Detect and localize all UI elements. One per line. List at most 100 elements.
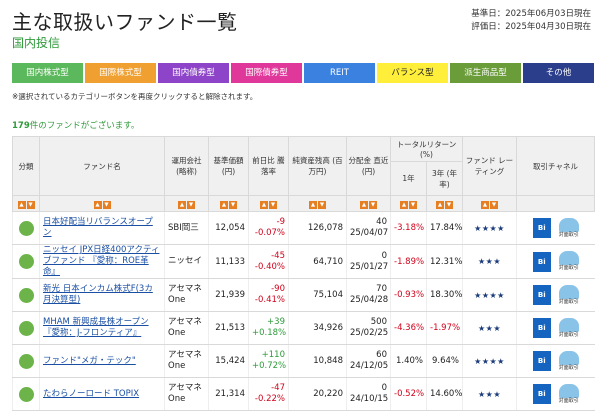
blue-trade-icon[interactable]: Bi (532, 218, 551, 238)
distribution-value: 40 (376, 217, 387, 227)
fund-name-link[interactable]: 日本好配当リバランスオープン (43, 217, 153, 238)
section-title: 国内投信 (12, 36, 61, 50)
person-icon (558, 217, 579, 232)
date-info: 基準日：2025年06月03日現在 評価日：2025年04月30日現在 (471, 8, 591, 34)
table-row: ファンド"メガ・テック" アセマネOne 15,424 +110 +0.72% … (12, 344, 595, 378)
assets-cell: 75,104 (288, 278, 347, 312)
sort-desc-button[interactable]: ▼ (269, 200, 277, 209)
blue-trade-icon[interactable]: Bi (532, 318, 551, 338)
sort-desc-button[interactable]: ▼ (445, 200, 453, 209)
channel-cell: Bi 対面取引 (516, 278, 595, 312)
sort-desc-button[interactable]: ▼ (318, 200, 326, 209)
category-button-domestic-bond[interactable]: 国内債券型 (158, 63, 229, 83)
table-row: たわらノーロード TOPIX アセマネOne 21,314 -47 -0.22%… (12, 377, 595, 411)
header-rating: ファンド レーティング (462, 136, 517, 196)
nav-cell: 21,314 (208, 377, 249, 411)
return-1y-cell: -4.36% (390, 311, 427, 345)
fund-name-link[interactable]: ファンド"メガ・テック" (43, 355, 136, 366)
category-cell (12, 311, 40, 345)
category-button-reit[interactable]: REIT (304, 63, 375, 83)
sort-desc-button[interactable]: ▼ (187, 200, 195, 209)
category-button-domestic-stock[interactable]: 国内株式型 (12, 63, 83, 83)
page-title: 主な取扱いファンド一覧 (12, 10, 238, 34)
sort-asc-button[interactable]: ▲ (436, 200, 444, 209)
rating-stars: ★★★ (462, 244, 517, 279)
channel-cell: Bi 対面取引 (516, 311, 595, 345)
person-icon (558, 284, 579, 299)
change-percent: -0.22% (254, 394, 285, 404)
domestic-stock-indicator-icon (18, 320, 34, 336)
sort-asc-button[interactable]: ▲ (400, 200, 408, 209)
sort-desc-button[interactable]: ▼ (26, 200, 35, 209)
header-channel: 取引チャネル (516, 136, 595, 196)
blue-trade-icon[interactable]: Bi (532, 351, 551, 371)
distribution-value: 0 (381, 383, 387, 393)
table-row: 日本好配当リバランスオープン SBI岡三 12,054 -9 -0.07% 12… (12, 211, 595, 245)
assets-cell: 10,848 (288, 344, 347, 378)
sort-cell: ▲ ▼ (12, 195, 40, 212)
sort-asc-button[interactable]: ▲ (309, 200, 317, 209)
header-fund-name: ファンド名 (39, 136, 165, 196)
rating-stars: ★★★ (462, 311, 517, 345)
sort-asc-button[interactable]: ▲ (220, 200, 228, 209)
sort-cell: ▲ ▼ (462, 195, 517, 212)
fund-count-number: 179 (12, 121, 30, 131)
category-cell (12, 344, 40, 378)
base-date: 基準日：2025年06月03日現在 (471, 9, 591, 19)
category-button-intl-bond[interactable]: 国際債券型 (231, 63, 302, 83)
sort-asc-button[interactable]: ▲ (93, 200, 102, 209)
sort-cell: ▲ ▼ (164, 195, 209, 212)
distribution-value: 500 (370, 317, 387, 327)
category-button-derivative[interactable]: 派生商品型 (450, 63, 521, 83)
distribution-date: 24/12/05 (350, 361, 389, 371)
fund-name-link[interactable]: ニッセイ JPX日経400アクティブファンド 『愛称：ROE革命』 (43, 245, 160, 277)
sort-desc-button[interactable]: ▼ (409, 200, 417, 209)
fund-count-suffix: 件のファンドがございます。 (29, 121, 140, 131)
sort-asc-button[interactable]: ▲ (260, 200, 268, 209)
sort-desc-button[interactable]: ▼ (369, 200, 377, 209)
face-to-face-label: 対面取引 (558, 298, 579, 305)
blue-trade-icon[interactable]: Bi (532, 384, 551, 404)
header-category: 分類 (12, 136, 40, 196)
fund-name-link[interactable]: 新光 日本インカム株式F(3カ月決算型) (43, 284, 153, 305)
fund-name-cell: ニッセイ JPX日経400アクティブファンド 『愛称：ROE革命』 (39, 244, 165, 279)
table-header-row: 分類 ファンド名 運用会社 (略称) 基準価額 (円) 前日比 騰落率 純資産残… (12, 136, 595, 196)
change-cell: -90 -0.41% (248, 278, 289, 312)
sort-asc-button[interactable]: ▲ (178, 200, 186, 209)
category-button-balance[interactable]: バランス型 (377, 63, 448, 83)
company-cell: アセマネOne (164, 311, 209, 345)
sort-asc-button[interactable]: ▲ (360, 200, 368, 209)
category-button-other[interactable]: その他 (523, 63, 594, 83)
fund-name-link[interactable]: たわらノーロード TOPIX (43, 388, 140, 399)
distribution-cell: 40 25/04/07 (346, 211, 391, 245)
face-to-face-label: 対面取引 (558, 265, 579, 271)
category-button-intl-stock[interactable]: 国際株式型 (85, 63, 156, 83)
header-change: 前日比 騰落率 (248, 136, 289, 196)
return-3y-cell: -1.97% (426, 311, 463, 345)
header-3-year: 3年 (年率) (426, 161, 463, 196)
sort-asc-button[interactable]: ▲ (481, 200, 489, 209)
blue-trade-label: Bi (537, 291, 546, 299)
header-nav: 基準価額 (円) (208, 136, 249, 196)
face-to-face-icon: 対面取引 (558, 350, 579, 372)
sort-desc-button[interactable]: ▼ (229, 200, 237, 209)
sort-desc-button[interactable]: ▼ (490, 200, 498, 209)
distribution-value: 60 (376, 350, 387, 360)
change-cell: +110 +0.72% (248, 344, 289, 378)
return-1y-cell: -0.93% (390, 278, 427, 312)
distribution-date: 24/10/15 (350, 394, 389, 404)
blue-trade-icon[interactable]: Bi (532, 285, 551, 305)
header-1-year: 1年 (390, 161, 427, 196)
sort-asc-button[interactable]: ▲ (17, 200, 26, 209)
face-to-face-icon: 対面取引 (558, 317, 579, 339)
return-3y-cell: 14.60% (426, 377, 463, 411)
fund-name-link[interactable]: MHAM 新興成長株オープン 『愛称：J-フロンティア』 (43, 317, 149, 338)
blue-trade-icon[interactable]: Bi (532, 251, 551, 272)
sort-desc-button[interactable]: ▼ (102, 200, 111, 209)
sort-cell: ▲ ▼ (208, 195, 249, 212)
domestic-stock-indicator-icon (18, 386, 34, 402)
header-assets: 純資産残高 (百万円) (288, 136, 347, 196)
table-row: ニッセイ JPX日経400アクティブファンド 『愛称：ROE革命』 ニッセイ 1… (12, 244, 595, 279)
fund-name-cell: MHAM 新興成長株オープン 『愛称：J-フロンティア』 (39, 311, 165, 345)
change-value: -9 (276, 217, 285, 227)
